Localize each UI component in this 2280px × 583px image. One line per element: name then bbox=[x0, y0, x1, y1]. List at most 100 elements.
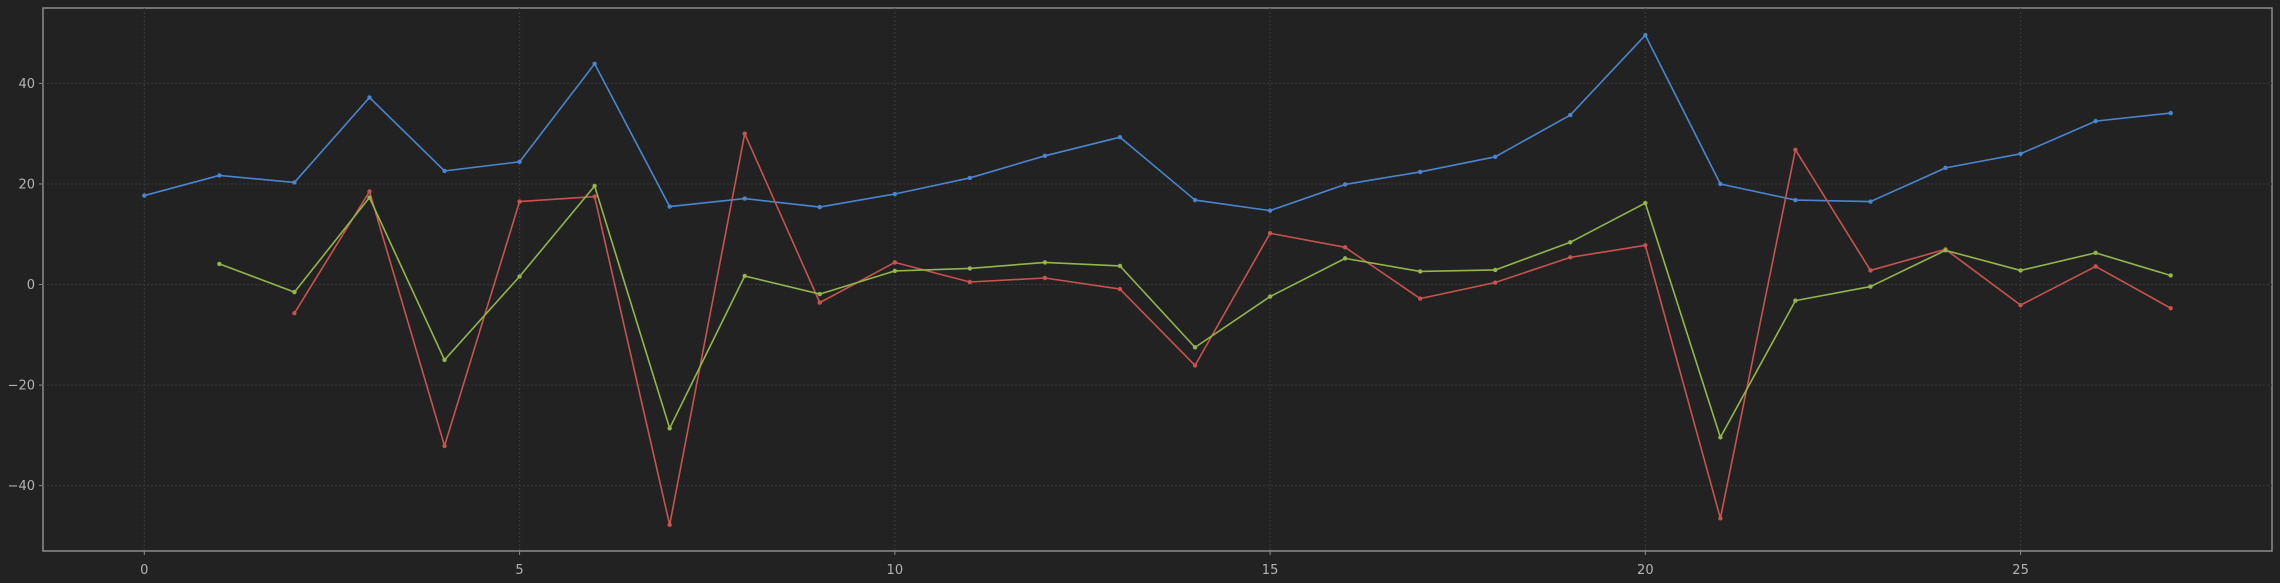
data-point bbox=[1417, 169, 1423, 175]
data-point bbox=[1192, 363, 1198, 368]
data-point bbox=[1868, 284, 1873, 289]
data-point bbox=[1718, 181, 1723, 187]
data-point bbox=[1192, 197, 1198, 203]
data-point bbox=[1643, 32, 1648, 38]
x-tick-label: 10 bbox=[887, 563, 904, 578]
data-point bbox=[292, 289, 297, 295]
data-point bbox=[1342, 256, 1348, 261]
data-point bbox=[967, 266, 973, 271]
grid-lines bbox=[43, 8, 2272, 551]
data-point bbox=[1042, 153, 1048, 159]
data-point bbox=[967, 175, 973, 181]
data-point bbox=[1192, 345, 1198, 350]
data-point bbox=[1342, 245, 1348, 250]
data-point bbox=[1718, 435, 1723, 440]
data-point bbox=[892, 260, 898, 265]
data-point bbox=[742, 196, 747, 201]
data-point bbox=[1417, 269, 1423, 274]
axis-ticks: 0 5 10 15 20 25 −40 −20 0 20 40 bbox=[8, 77, 2029, 578]
series-2 bbox=[217, 183, 2173, 440]
data-point bbox=[1493, 154, 1498, 160]
data-point bbox=[1042, 275, 1048, 281]
data-point bbox=[442, 357, 447, 363]
data-point bbox=[2168, 273, 2173, 278]
data-point bbox=[1793, 147, 1798, 152]
y-tick-label: 0 bbox=[27, 278, 35, 293]
x-tick-label: 0 bbox=[140, 563, 148, 578]
data-point bbox=[217, 173, 222, 178]
data-point bbox=[1568, 255, 1573, 260]
data-point bbox=[1117, 263, 1123, 269]
series-0 bbox=[142, 32, 2173, 213]
data-point bbox=[1868, 268, 1873, 273]
data-point bbox=[2018, 151, 2023, 157]
data-point bbox=[1943, 248, 1948, 253]
series-1 bbox=[292, 131, 2173, 528]
series-lines bbox=[142, 32, 2173, 528]
data-point bbox=[367, 189, 372, 194]
data-point bbox=[1267, 294, 1273, 299]
data-point bbox=[1568, 240, 1573, 245]
data-point bbox=[1793, 197, 1798, 203]
x-tick-label: 5 bbox=[515, 563, 523, 578]
data-point bbox=[2093, 264, 2098, 269]
data-point bbox=[1868, 199, 1873, 204]
data-point bbox=[292, 310, 297, 316]
plot-frame bbox=[42, 7, 2273, 552]
data-point bbox=[2093, 118, 2098, 124]
x-tick-label: 25 bbox=[2012, 563, 2029, 578]
data-point bbox=[367, 195, 372, 200]
data-point bbox=[292, 180, 297, 185]
data-point bbox=[817, 204, 822, 210]
data-point bbox=[442, 443, 447, 449]
data-point bbox=[592, 61, 597, 67]
data-point bbox=[742, 131, 747, 136]
data-point bbox=[667, 522, 672, 528]
data-point bbox=[1117, 286, 1123, 292]
data-point bbox=[217, 261, 222, 267]
data-point bbox=[1417, 296, 1423, 301]
data-point bbox=[1267, 231, 1273, 236]
data-point bbox=[742, 273, 747, 279]
data-point bbox=[517, 199, 522, 204]
x-tick-label: 20 bbox=[1637, 563, 1654, 578]
data-point bbox=[1568, 112, 1573, 118]
data-point bbox=[1042, 260, 1048, 265]
data-point bbox=[1342, 182, 1348, 187]
data-point bbox=[517, 274, 522, 279]
data-point bbox=[142, 193, 147, 198]
data-point bbox=[367, 95, 372, 100]
data-point bbox=[1943, 165, 1948, 171]
data-point bbox=[2018, 302, 2023, 308]
data-point bbox=[2168, 110, 2173, 116]
data-point bbox=[892, 268, 898, 274]
data-point bbox=[1493, 267, 1498, 273]
data-point bbox=[592, 194, 597, 199]
data-point bbox=[817, 300, 822, 305]
data-point bbox=[667, 426, 672, 431]
data-point bbox=[2093, 250, 2098, 256]
plot-area bbox=[42, 7, 2273, 552]
data-point bbox=[1267, 208, 1273, 213]
data-point bbox=[2018, 268, 2023, 273]
series-line-1 bbox=[293, 132, 2172, 526]
data-point bbox=[667, 204, 672, 209]
data-point bbox=[592, 183, 597, 189]
data-point bbox=[817, 291, 822, 297]
data-point bbox=[1117, 135, 1123, 140]
data-point bbox=[1493, 280, 1498, 285]
y-tick-label: −40 bbox=[8, 479, 35, 494]
data-point bbox=[892, 191, 898, 197]
data-point bbox=[1793, 298, 1798, 303]
data-point bbox=[442, 168, 447, 174]
y-tick-label: 40 bbox=[18, 77, 35, 92]
y-tick-label: −20 bbox=[8, 379, 35, 394]
data-point bbox=[1643, 243, 1648, 248]
data-point bbox=[967, 279, 973, 285]
data-point bbox=[2168, 305, 2173, 311]
data-point bbox=[1643, 200, 1648, 206]
series-line-0 bbox=[143, 34, 2172, 212]
y-tick-label: 20 bbox=[18, 177, 35, 192]
